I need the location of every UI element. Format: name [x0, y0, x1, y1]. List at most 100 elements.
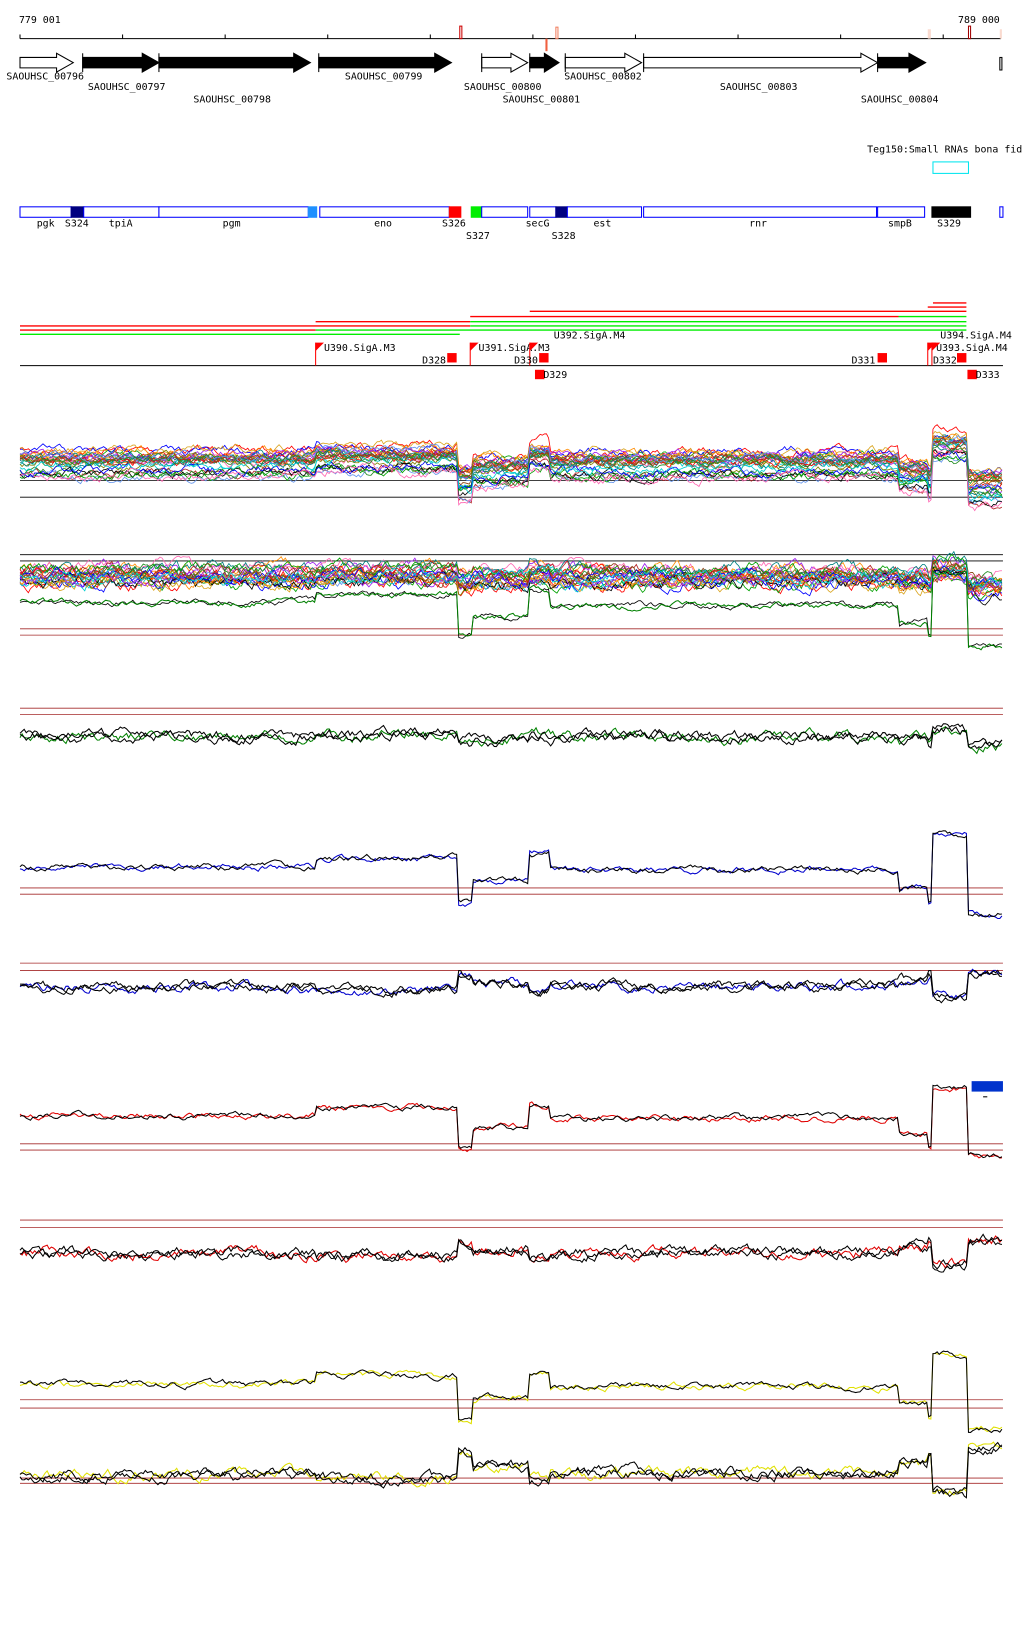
expression-trace	[19, 1350, 1003, 1434]
small-rna-label: Teg150:Small RNAs bona fid	[867, 145, 1022, 156]
ruler-marker	[927, 29, 931, 39]
expression-trace	[19, 559, 1003, 593]
expression-trace	[19, 968, 1003, 1000]
terminator-label: D330	[514, 356, 538, 367]
promoter-label: U393.SigA.M4	[936, 343, 1008, 354]
gene-saouhsc_00804[interactable]: SAOUHSC_00804	[861, 52, 939, 105]
expression-panel-4	[19, 830, 1003, 920]
terminator-box	[877, 353, 888, 363]
gene-label: SAOUHSC_00803	[720, 82, 798, 93]
feature-label: tpiA	[109, 219, 133, 230]
gene-saouhsc_00796[interactable]: SAOUHSC_00796	[6, 52, 84, 82]
feature-pgk[interactable]: pgk	[19, 206, 72, 230]
promoter-flag-icon	[931, 342, 941, 351]
feature-eno[interactable]: eno	[319, 206, 450, 230]
gene-label: SAOUHSC_00801	[503, 94, 581, 105]
expression-trace	[19, 1352, 1003, 1432]
feature-box	[643, 206, 878, 218]
promoter-flag-icon	[470, 342, 479, 351]
ruler-marker	[967, 25, 972, 40]
expression-panel-6	[19, 1084, 1003, 1159]
gene-saouhsc_00801[interactable]: SAOUHSC_00801	[503, 52, 581, 105]
terminator-d329[interactable]: D329	[534, 369, 567, 381]
feature-label: secG	[526, 219, 550, 230]
gene-saouhsc_00800[interactable]: SAOUHSC_00800	[464, 52, 542, 93]
legend-swatch	[971, 1081, 1003, 1092]
gene-track: SAOUHSC_00796 SAOUHSC_00797 SAOUHSC_00798 S…	[6, 52, 1003, 105]
terminator-d331[interactable]: D331	[851, 353, 888, 367]
expression-panel-3	[19, 707, 1003, 755]
promoter-394[interactable]: U394.SigA.M4	[931, 330, 1012, 366]
gene-label: SAOUHSC_00796	[6, 71, 84, 82]
feature-s326[interactable]: S326	[442, 206, 466, 230]
expression-trace	[19, 725, 1003, 755]
feature-label: rnr	[749, 219, 767, 230]
feature-box	[448, 206, 462, 218]
expression-panel-2	[19, 550, 1003, 651]
gene-saouhsc_00797[interactable]: SAOUHSC_00797	[82, 52, 166, 93]
ruler-marker	[555, 26, 559, 40]
feature-pgm[interactable]: pgm	[158, 206, 309, 230]
promoter-label: U391.SigA.M3	[479, 343, 551, 354]
expression-trace	[19, 1233, 1003, 1273]
terminator-label: D331	[851, 356, 875, 367]
promoter-label: U392.SigA.M4	[554, 330, 626, 341]
feature-tpia[interactable]: tpiA	[83, 206, 160, 230]
promoter-391[interactable]: U391.SigA.M3	[469, 342, 551, 366]
expression-trace	[19, 439, 1003, 476]
expression-trace	[19, 441, 1003, 485]
feature-label: S326	[442, 219, 466, 230]
ruler-marker	[999, 29, 1002, 39]
expression-trace	[19, 569, 1003, 651]
small-rna-box[interactable]	[932, 161, 970, 174]
feature-box	[481, 206, 529, 218]
terminator-box	[967, 369, 977, 380]
terminator-box	[534, 369, 545, 380]
expression-trace	[19, 831, 1003, 920]
feature-est[interactable]: est	[566, 206, 643, 230]
promoter-flag-icon	[529, 342, 539, 351]
promoter-392[interactable]: U392.SigA.M4	[529, 330, 626, 366]
expression-trace	[19, 569, 1002, 648]
expression-trace	[19, 1084, 1003, 1159]
feature-smpb[interactable]: smpB	[877, 206, 926, 230]
expression-trace	[19, 438, 1002, 503]
gene-saouhsc_00803[interactable]: SAOUHSC_00803	[643, 52, 879, 93]
gene-label: SAOUHSC_00802	[564, 71, 642, 82]
gene-arrow-icon	[481, 52, 529, 73]
feature-s329[interactable]: S329	[931, 206, 972, 230]
feature-label: S324	[65, 219, 89, 230]
terminator-d333[interactable]: D333	[967, 369, 1000, 381]
promoter-flag-icon	[315, 342, 324, 351]
gene-fragment	[999, 56, 1003, 71]
feature-box	[19, 206, 72, 218]
ruler-start-label: 779 001	[19, 15, 61, 26]
expression-panel-9	[19, 1441, 1003, 1499]
terminator-d332[interactable]: D332	[933, 353, 967, 367]
promoter-label: U390.SigA.M3	[324, 343, 396, 354]
feature-label: S329	[937, 219, 961, 230]
feature-label: S327	[466, 231, 490, 242]
gene-label: SAOUHSC_00800	[464, 82, 542, 93]
expression-trace	[19, 434, 1003, 489]
feature-label: pgm	[223, 219, 241, 230]
expression-trace	[19, 565, 1003, 591]
gene-saouhsc_00799[interactable]: SAOUHSC_00799	[318, 52, 453, 82]
expression-panel-7	[19, 1219, 1003, 1273]
feature-box	[70, 206, 85, 218]
gene-saouhsc_00798[interactable]: SAOUHSC_00798	[158, 52, 312, 105]
small-rna-track: Teg150:Small RNAs bona fid	[867, 145, 1022, 174]
feature-box	[566, 206, 643, 218]
feature-rnr[interactable]: rnr	[643, 206, 878, 230]
expression-panel-5	[19, 962, 1003, 1004]
gene-saouhsc_00802[interactable]: SAOUHSC_00802	[564, 52, 643, 82]
terminator-d330[interactable]: D330	[514, 353, 549, 367]
terminator-label: D329	[543, 370, 567, 381]
promoter-390[interactable]: U390.SigA.M3	[315, 342, 396, 366]
feature-box	[529, 206, 557, 218]
feature-secg[interactable]: secG	[526, 206, 557, 230]
feature-box	[83, 206, 160, 218]
terminator-d328[interactable]: D328	[422, 353, 457, 367]
